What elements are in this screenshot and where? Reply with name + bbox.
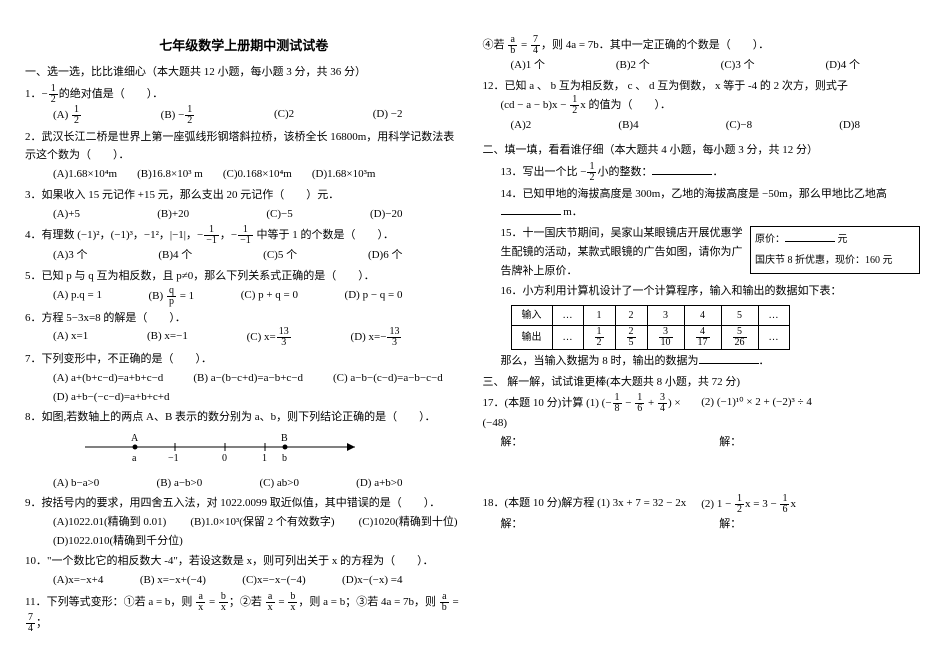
section-1-head: 一、选一选，比比谁细心（本大题共 12 小题，每小题 3 分，共 36 分） xyxy=(25,63,463,82)
svg-text:0: 0 xyxy=(222,453,227,464)
blank-answer xyxy=(501,205,561,215)
svg-text:a: a xyxy=(132,453,137,464)
q17: 17．(本题 10 分)计算 (1) (−18 − 16 + 34) × (−4… xyxy=(483,393,921,451)
q16: 16．小方利用计算机设计了一个计算程序，输入和输出的数据如下表： xyxy=(483,282,921,301)
q13: 13．写出一个比 −12小的整数：． xyxy=(483,162,921,183)
q16b: 那么，当输入数据为 8 时，输出的数据为． xyxy=(483,352,921,371)
table-row: 输入…12345… xyxy=(511,305,789,325)
io-table: 输入…12345… 输出… 12 25 310 417 526 … xyxy=(511,305,790,350)
q3: 3．如果收入 15 元记作 +15 元，那么支出 20 元记作（ ）元． (A)… xyxy=(25,186,463,223)
solve-label: 解： xyxy=(701,515,920,534)
q9: 9．按括号内的要求，用四舍五入法，对 1022.0099 取近似值，其中错误的是… xyxy=(25,494,463,550)
exam-title: 七年级数学上册期中测试试卷 xyxy=(25,35,463,57)
q1-options: (A) 12 (B) −12 (C)2 (D) −2 xyxy=(25,105,463,126)
q8-options: (A) b−a>0 (B) a−b>0 (C) ab>0 (D) a+b>0 xyxy=(25,474,463,493)
q14: 14．已知甲地的海拔高度是 300m，乙地的海拔高度是 −50m，那么甲地比乙地… xyxy=(483,185,921,222)
q5-options: (A) p.q = 1 (B) qp = 1 (C) p + q = 0 (D)… xyxy=(25,286,463,307)
q10-options: (A)x=−x+4 (B) x=−x+(−4) (C)x=−x−(−4) (D)… xyxy=(25,571,463,590)
table-row: 输出… 12 25 310 417 526 … xyxy=(511,325,789,349)
q8: 8．如图,若数轴上的两点 A、B 表示的数分别为 a、b，则下列结论正确的是（ … xyxy=(25,408,463,492)
q3-options: (A)+5 (B)+20 (C)−5 (D)−20 xyxy=(25,205,463,224)
q15: 原价： 元 国庆节 8 折优惠，现价：160 元 15．十一国庆节期间，吴家山某… xyxy=(483,224,921,280)
svg-text:−1: −1 xyxy=(168,453,179,464)
q9-options: (A)1022.01(精确到 0.01) (B)1.0×10³(保留 2 个有效… xyxy=(25,513,463,550)
q11-options: (A)1 个 (B)2 个 (C)3 个 (D)4 个 xyxy=(483,56,921,75)
number-line: A B a −1 0 b 1 xyxy=(85,431,365,465)
svg-text:B: B xyxy=(281,433,288,444)
section-3-head: 三、 解一解，试试谁更棒(本大题共 8 小题，共 72 分) xyxy=(483,373,921,392)
q5: 5．已知 p 与 q 互为相反数，且 p≠0，那么下列关系式正确的是（ ）． (… xyxy=(25,267,463,307)
q12: 12．已知 a 、 b 互为相反数， c 、 d 互为倒数， x 等于 -4 的… xyxy=(483,77,921,135)
q1: 1．−12的绝对值是（ ）． (A) 12 (B) −12 (C)2 (D) −… xyxy=(25,84,463,126)
q2-options: (A)1.68×10⁴m (B)16.8×10³ m (C)0.168×10⁴m… xyxy=(25,165,463,184)
q6-options: (A) x=1 (B) x=−1 (C) x=133 (D) x=−133 xyxy=(25,327,463,348)
q10: 10．"一个数比它的相反数大 -4"，若设这数是 x，则可列出关于 x 的方程为… xyxy=(25,552,463,589)
q6: 6．方程 5−3x=8 的解是（ ）． (A) x=1 (B) x=−1 (C)… xyxy=(25,309,463,349)
right-column: ④若 ab = 74，则 4a = 7b．其中一定正确的个数是（ ）． (A)1… xyxy=(483,35,921,633)
svg-text:A: A xyxy=(131,433,139,444)
price-blank xyxy=(785,232,835,242)
section-2-head: 二、填一填，看看谁仔细（本大题共 4 小题，每小题 3 分，共 12 分） xyxy=(483,141,921,160)
q7-options: (A) a+(b+c−d)=a+b+c−d (B) a−(b−c+d)=a−b+… xyxy=(25,369,463,406)
blank-answer xyxy=(652,165,712,175)
promo-box: 原价： 元 国庆节 8 折优惠，现价：160 元 xyxy=(750,226,920,274)
q12-options: (A)2 (B)4 (C)−8 (D)8 xyxy=(483,116,921,135)
svg-text:1: 1 xyxy=(262,453,267,464)
q11-cont: ④若 ab = 74，则 4a = 7b．其中一定正确的个数是（ ）． (A)1… xyxy=(483,35,921,75)
left-column: 七年级数学上册期中测试试卷 一、选一选，比比谁细心（本大题共 12 小题，每小题… xyxy=(25,35,463,633)
solve-label: 解： xyxy=(483,515,702,534)
q4: 4．有理数 (−1)²，(−1)³，−1²，|−1|，−1−1，−1−1 中等于… xyxy=(25,225,463,265)
q7: 7．下列变形中，不正确的是（ ）． (A) a+(b+c−d)=a+b+c−d … xyxy=(25,350,463,406)
q18: 18．(本题 10 分)解方程 (1) 3x + 7 = 32 − 2x (2)… xyxy=(483,494,921,534)
solve-label: 解： xyxy=(701,433,920,452)
q4-options: (A)3 个 (B)4 个 (C)5 个 (D)6 个 xyxy=(25,246,463,265)
blank-answer xyxy=(699,354,759,364)
q11: 11．下列等式变形：①若 a = b，则 ax = bx；②若 ax = bx，… xyxy=(25,592,463,634)
q2: 2．武汉长江二桥是世界上第一座弧线形钢塔斜拉桥，该桥全长 16800m，用科学记… xyxy=(25,128,463,184)
solve-label: 解： xyxy=(483,433,702,452)
svg-text:b: b xyxy=(282,453,287,464)
